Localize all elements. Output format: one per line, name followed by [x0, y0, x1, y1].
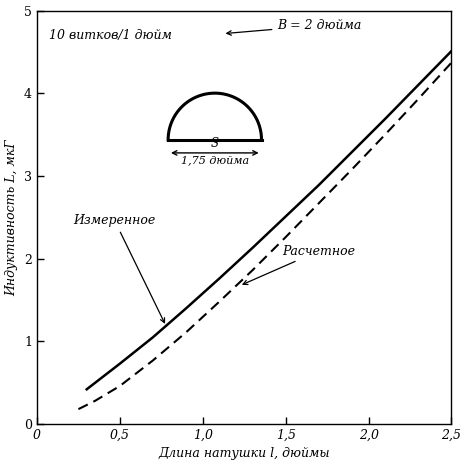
Text: 10 витков/1 дюйм: 10 витков/1 дюйм: [50, 29, 172, 42]
Text: S: S: [211, 137, 219, 150]
X-axis label: Длина натушки l, дюймы: Длина натушки l, дюймы: [158, 447, 330, 460]
Text: Расчетное: Расчетное: [243, 245, 355, 285]
Text: 1,75 дюйма: 1,75 дюйма: [181, 156, 249, 166]
Text: Измеренное: Измеренное: [73, 214, 164, 322]
Y-axis label: Индуктивность L, мкГ: Индуктивность L, мкГ: [6, 139, 19, 295]
Text: В = 2 дюйма: В = 2 дюйма: [227, 19, 362, 35]
